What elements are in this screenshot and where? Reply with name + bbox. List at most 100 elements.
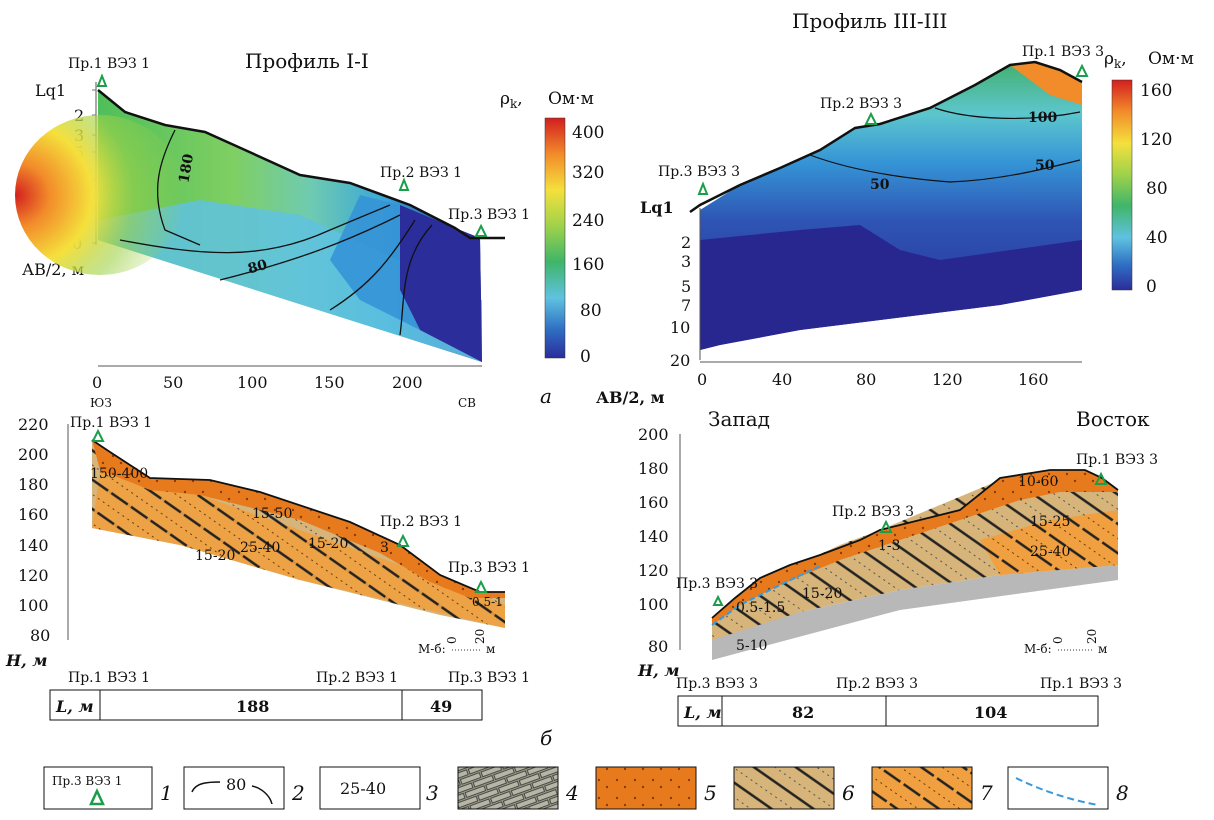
profile1-lower-band bbox=[98, 200, 482, 362]
station-triangle-icon bbox=[474, 579, 488, 593]
profile1-x-tick: 0 bbox=[92, 373, 102, 392]
section3-panel: Запад Восток 200 180 160 140 120 100 80 … bbox=[637, 407, 1158, 727]
profile3-colorbar-rho: ρk, bbox=[1104, 49, 1127, 71]
station-triangle-icon bbox=[879, 519, 893, 533]
section1-layer-label: 3 bbox=[380, 540, 389, 556]
profile1-surface-line bbox=[97, 89, 505, 240]
station-triangle-icon bbox=[1094, 471, 1108, 485]
section3-y-tick: 200 bbox=[638, 425, 669, 444]
section3-soil-layer bbox=[712, 470, 1118, 625]
profile3-x-axis-label: АВ/2, м bbox=[596, 388, 665, 407]
section3-distance-value: 104 bbox=[974, 703, 1007, 722]
section3-station-label: Пр.3 ВЭЗ 3 bbox=[676, 576, 758, 592]
profile3-y-tick: 3 bbox=[681, 252, 691, 271]
legend-number: 8 bbox=[1116, 781, 1129, 805]
section3-y-axis-label: H, м bbox=[637, 661, 679, 680]
section1-y-tick: 200 bbox=[18, 445, 49, 464]
section1-distance-label: L, м bbox=[55, 697, 94, 716]
legend-number: 5 bbox=[704, 781, 717, 805]
section1-y-tick: 180 bbox=[18, 475, 49, 494]
profile3-contour-100 bbox=[934, 107, 1081, 119]
legend-water-line bbox=[1015, 777, 1099, 806]
profile3-x-tick: 40 bbox=[772, 370, 792, 389]
profile1-mid-blue bbox=[330, 195, 420, 330]
legend-water-box bbox=[1007, 766, 1109, 810]
profile1-station-label: Пр.2 ВЭЗ 1 bbox=[380, 165, 462, 181]
section3-layer-label: 10-60 bbox=[1018, 474, 1058, 490]
section3-distance-station: Пр.1 ВЭЗ 3 bbox=[1040, 676, 1122, 692]
panel-letter-a: а bbox=[540, 384, 552, 408]
section3-distance-station: Пр.2 ВЭЗ 3 bbox=[836, 676, 918, 692]
profile3-title: Профиль III-III bbox=[792, 9, 947, 33]
legend-number: 4 bbox=[565, 781, 579, 805]
section1-scale-tick: 20 bbox=[473, 629, 487, 644]
profile1-contour-80 bbox=[119, 204, 391, 254]
profile1-contour-label: 80 bbox=[246, 257, 269, 278]
section3-scale-label: М-б: bbox=[1024, 642, 1052, 656]
section1-y-tick: 80 bbox=[30, 626, 50, 645]
profile3-x-tick: 120 bbox=[932, 370, 963, 389]
section1-layer-label: 15-50 bbox=[252, 506, 292, 522]
profile3-x-tick: 160 bbox=[1018, 370, 1049, 389]
section3-distance-label: L, м bbox=[683, 703, 722, 722]
station-triangle-icon bbox=[91, 428, 105, 442]
section1-surface bbox=[91, 439, 505, 593]
profile3-surface-line bbox=[689, 60, 1083, 214]
legend-swatch-rock bbox=[457, 766, 559, 810]
legend-number: 6 bbox=[842, 781, 855, 805]
legend-number: 2 bbox=[291, 781, 305, 805]
section1-distance-station: Пр.1 ВЭЗ 1 bbox=[68, 670, 150, 686]
section1-scale-label: М-б: bbox=[418, 642, 446, 656]
section1-station-label: Пр.1 ВЭЗ 1 bbox=[70, 415, 152, 431]
profile3-x-tick: 0 bbox=[697, 370, 707, 389]
section3-scale-tick: 0 bbox=[1051, 636, 1065, 644]
legend-number: 7 bbox=[980, 781, 993, 805]
profile1-deep-blue bbox=[400, 205, 482, 362]
profile3-colorbar-tick: 0 bbox=[1146, 277, 1157, 297]
section3-y-tick: 120 bbox=[638, 561, 669, 580]
section1-soil-layer bbox=[92, 440, 505, 598]
profile1-high-anomaly bbox=[15, 115, 185, 275]
profile3-colorbar-tick: 40 bbox=[1146, 228, 1168, 248]
profile3-panel: Профиль III-III 100 50 50 Пр.1 ВЭЗ 3 Пр.… bbox=[596, 9, 1194, 407]
profile1-contour-line bbox=[329, 219, 416, 311]
profile3-contour-label: 50 bbox=[1035, 158, 1055, 174]
section3-scale-unit: м bbox=[1098, 642, 1107, 656]
section3-y-tick: 100 bbox=[638, 595, 669, 614]
section3-layer-label: 5-10 bbox=[736, 638, 767, 654]
profile3-y-tick: 5 bbox=[681, 277, 691, 296]
section3-distance-value: 82 bbox=[792, 703, 814, 722]
section3-distance-table bbox=[677, 695, 1099, 727]
section1-sand-layer bbox=[92, 470, 505, 628]
section1-distance-station: Пр.2 ВЭЗ 1 bbox=[316, 670, 398, 686]
section3-west-label: Запад bbox=[708, 407, 770, 431]
section1-layer-label: 150-400 bbox=[90, 466, 148, 482]
profile3-colorbar-tick: 120 bbox=[1140, 130, 1172, 150]
section3-scale-tick: 20 bbox=[1085, 629, 1099, 644]
profile1-colorbar bbox=[544, 117, 566, 359]
section3-sand-layer bbox=[980, 510, 1118, 575]
section1-distance-station: Пр.3 ВЭЗ 1 bbox=[448, 670, 530, 686]
section1-y-tick: 120 bbox=[18, 566, 49, 585]
section3-east-label: Восток bbox=[1076, 407, 1150, 431]
profile3-y-tick: 20 bbox=[670, 351, 690, 370]
section1-y-tick: 160 bbox=[18, 505, 49, 524]
section3-y-tick: 140 bbox=[638, 527, 669, 546]
profile1-y-tick: Lq1 bbox=[35, 81, 66, 100]
section3-y-tick: 80 bbox=[648, 637, 668, 656]
station-triangle-icon bbox=[398, 177, 410, 191]
profile3-deep-blue bbox=[700, 225, 1082, 350]
profile3-colorbar bbox=[1111, 79, 1133, 291]
profile1-x-tick: 200 bbox=[392, 373, 423, 392]
section1-y-tick: 140 bbox=[18, 536, 49, 555]
profile1-panel: Профиль I-I Lq1 2 3 5 10 20 50 АВ/2, м 1… bbox=[15, 49, 604, 410]
panel-letter-b: б bbox=[540, 726, 553, 750]
section1-layer-label: 15-20 bbox=[308, 536, 348, 552]
legend-swatch-soil bbox=[595, 766, 697, 810]
section3-layer-label: 15-20 bbox=[802, 586, 842, 602]
section3-layer-label: 15-25 bbox=[1030, 514, 1070, 530]
section3-layer-label: 0.5-1.5 bbox=[736, 600, 785, 616]
section3-gray-base bbox=[712, 565, 1118, 660]
profile3-contour-label: 100 bbox=[1028, 110, 1057, 126]
